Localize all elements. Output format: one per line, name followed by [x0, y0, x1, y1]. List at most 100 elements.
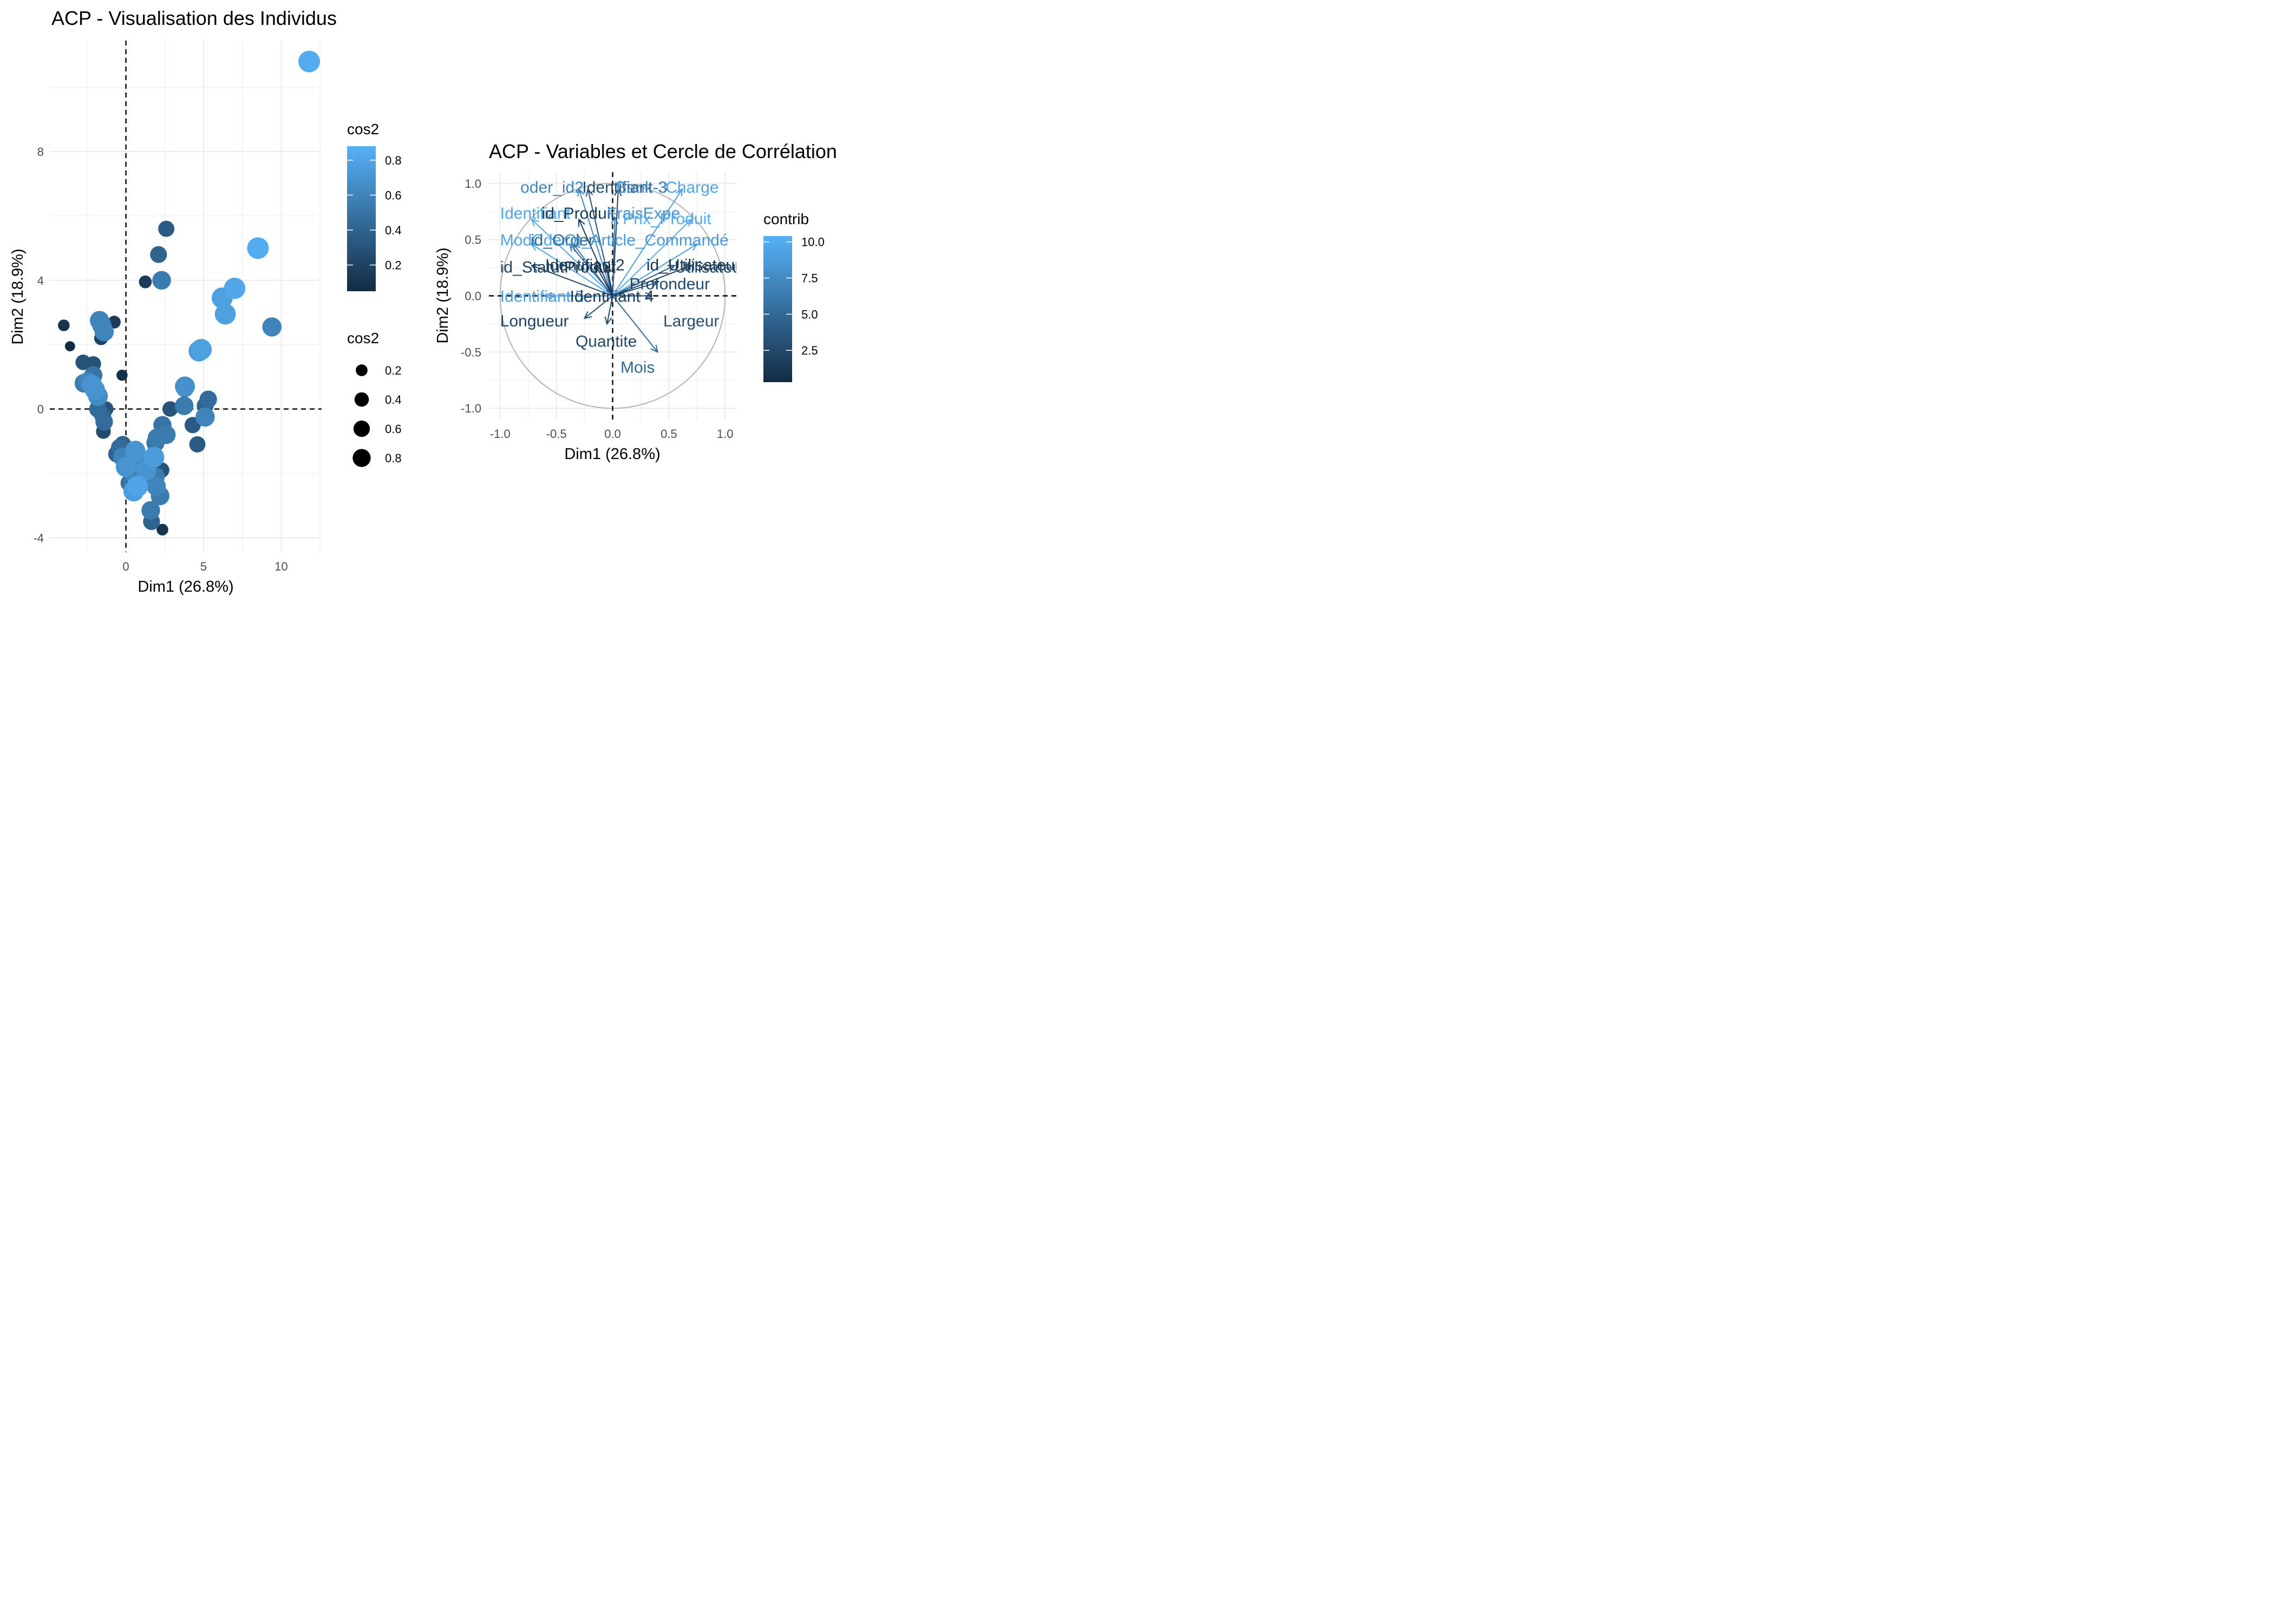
y-tick-label: 4 [37, 274, 44, 287]
contrib-legend-title: contrib [763, 211, 809, 227]
size-legend-label: 0.2 [385, 364, 402, 377]
size-legend-dot [352, 449, 371, 467]
variable-arrow-head [595, 264, 603, 273]
variable-label: Charge [665, 179, 718, 197]
y-tick-label: 0.5 [465, 233, 481, 247]
individual-point [195, 407, 215, 427]
variable-arrow [606, 296, 613, 324]
variable-label: Bank-3 [616, 179, 668, 197]
variable-arrow [612, 295, 658, 352]
individual-point [125, 441, 146, 461]
size-legend-items: 0.2 0.4 0.6 0.8 [352, 364, 402, 467]
individuals-panel-bg [50, 41, 322, 552]
variable-arrow-head [531, 218, 539, 227]
contrib-color-legend: contrib 2.5 5.0 7.5 10.0 [763, 211, 825, 382]
variable-arrow-head [611, 215, 619, 225]
variable-label: Mois [620, 358, 655, 376]
individual-point [64, 341, 75, 352]
variable-label: Quantite [576, 333, 637, 351]
color-legend-tick-label: 0.8 [385, 154, 402, 167]
variable-arrow [569, 244, 613, 297]
individual-point [298, 50, 321, 73]
individual-point [175, 376, 195, 397]
color-legend-bar [347, 146, 376, 291]
variables-y-axis-title: Dim2 (18.9%) [434, 247, 452, 343]
individuals-grid [50, 41, 322, 552]
x-tick-label: 0.5 [661, 427, 677, 441]
variable-arrow-head [544, 292, 552, 300]
size-legend-title: cos2 [347, 330, 379, 346]
variable-arrows [530, 187, 698, 353]
color-legend-ticks: 0.2 0.4 0.6 0.8 [347, 154, 402, 272]
contrib-legend-tick-label: 7.5 [801, 272, 818, 285]
variable-arrow [612, 281, 658, 297]
variable-label: id_Statut [500, 258, 565, 276]
variable-arrow [612, 217, 616, 296]
individual-point [139, 275, 152, 289]
individual-point [90, 311, 109, 330]
figure: ACP - Visualisation des Individus 0 5 10 -… [9, 7, 837, 595]
individual-point [150, 246, 167, 263]
variable-arrow-head [683, 264, 693, 272]
variable-arrow [531, 244, 613, 297]
size-legend-label: 0.6 [385, 422, 402, 436]
size-legend-dot [356, 364, 368, 376]
variable-arrow-head [666, 265, 676, 272]
variables-plot: ACP - Variables et Cercle de Corrélation… [434, 140, 837, 463]
variable-label: Identifiant2 [545, 256, 625, 274]
individual-point [156, 523, 168, 536]
variable-arrow [606, 265, 613, 296]
individuals-y-ticks: -4 0 4 8 [33, 145, 44, 545]
contrib-legend-ticks: 2.5 5.0 7.5 10.0 [763, 235, 825, 357]
individual-point [58, 319, 70, 331]
individuals-title: ACP - Visualisation des Individus [51, 7, 337, 29]
contrib-legend-tick-label: 5.0 [801, 307, 818, 321]
variable-label: Longueur [500, 312, 569, 330]
variables-x-axis-title: Dim1 (26.8%) [564, 446, 660, 463]
size-legend-dot [354, 392, 369, 407]
size-legend-dot [353, 420, 370, 437]
variable-arrow [578, 188, 613, 296]
individual-point [262, 317, 282, 337]
individual-point [81, 375, 102, 395]
contrib-legend-tick-label: 2.5 [801, 344, 818, 357]
color-legend-tick-label: 0.4 [385, 224, 402, 237]
variable-arrow-head [530, 243, 539, 251]
variable-arrow-head [614, 187, 622, 197]
variable-arrow [612, 244, 697, 297]
individual-point [146, 476, 166, 496]
x-tick-label: 1.0 [717, 427, 734, 441]
variables-y-ticks: -1.0 -0.5 0.0 0.5 1.0 [461, 177, 481, 415]
x-tick-label: 10 [275, 560, 287, 573]
variable-label: Identifiant-3 [582, 179, 667, 197]
variable-arrow-head [585, 187, 593, 197]
size-legend-label: 0.8 [385, 451, 402, 465]
individual-point [147, 428, 167, 448]
individual-point [116, 369, 128, 381]
variables-title: ACP - Variables et Cercle de Corrélation [489, 140, 837, 162]
individual-point [191, 339, 212, 360]
y-tick-label: -0.5 [461, 345, 481, 359]
individual-point [247, 237, 269, 259]
x-tick-label: -0.5 [546, 427, 567, 441]
individual-point [174, 396, 194, 415]
variable-arrow-head [569, 243, 577, 252]
y-tick-label: -1.0 [461, 402, 481, 415]
variable-label: oder_id2 [520, 179, 584, 197]
variable-arrow [578, 219, 613, 296]
color-legend-title: cos2 [347, 121, 379, 137]
individual-point [115, 456, 136, 477]
variable-arrow [531, 219, 613, 297]
variable-arrow [584, 295, 613, 319]
individual-point [158, 220, 175, 237]
variables-grid [489, 172, 736, 420]
individuals-x-axis-title: Dim1 (26.8%) [138, 578, 233, 595]
variable-arrow-head [650, 280, 659, 288]
individuals-x-ticks: 0 5 10 [122, 560, 287, 573]
variable-label: Profondeur [630, 276, 710, 293]
y-tick-label: -4 [33, 531, 44, 545]
variable-label: id_Utilisateur [646, 256, 740, 274]
variable-arrow-head [583, 311, 592, 319]
variable-label: Largeur [663, 312, 719, 330]
